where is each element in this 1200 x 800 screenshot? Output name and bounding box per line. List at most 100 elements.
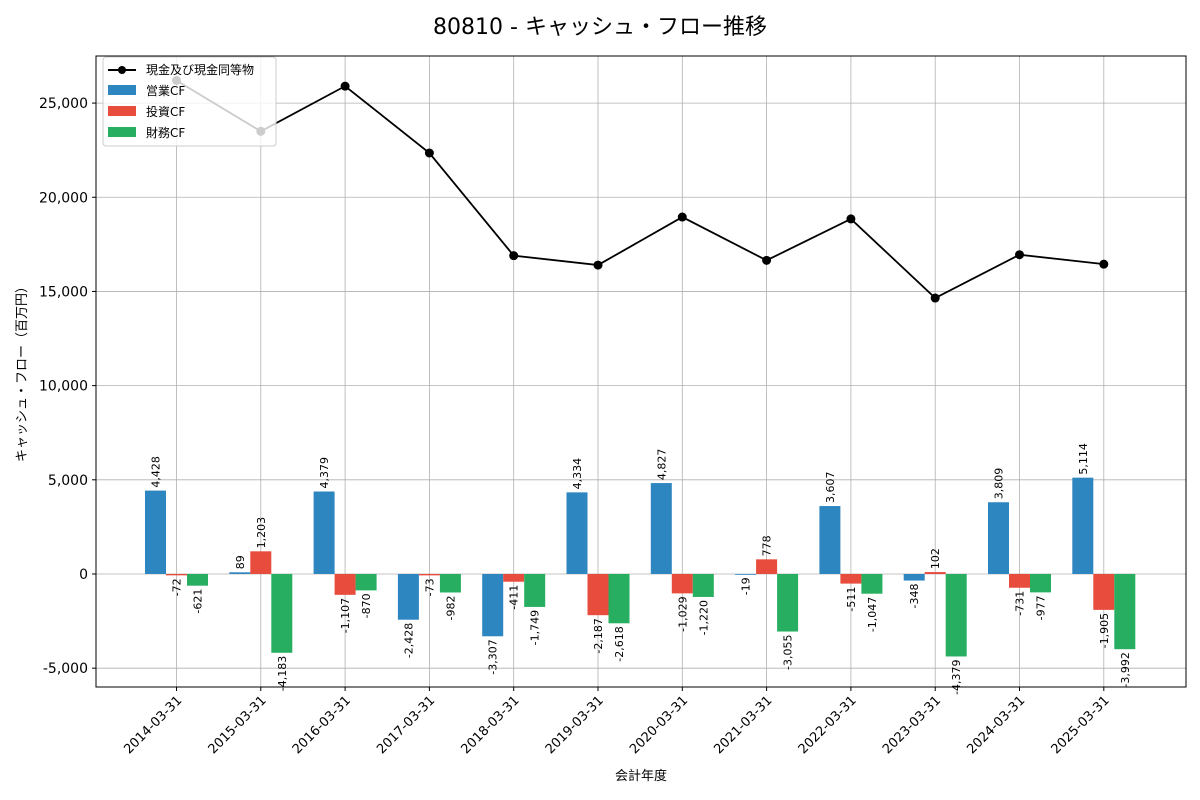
bar-data-label: 4,827 — [655, 449, 668, 481]
bar-data-label: 778 — [761, 535, 774, 556]
bar-data-labels: 4,428 89 4,379 -2,428 -3,307 4,334 4,827 -19 3,6… — [150, 443, 1132, 695]
investing-cf-bar — [1009, 573, 1030, 588]
y-axis-ticks: -5,000 0 5,000 10,000 15,000 20,000 25,000 — [39, 96, 96, 677]
legend-line-marker — [118, 66, 126, 74]
bar-data-label: -1,220 — [697, 600, 710, 635]
plot-frame — [95, 55, 1187, 688]
financing-cf-bar — [861, 573, 883, 594]
investing-cf-bar — [671, 573, 693, 594]
financing-cf-bar — [1114, 573, 1136, 650]
cash-line-point — [424, 148, 434, 158]
bar-data-label: -348 — [908, 584, 921, 609]
bar-series — [145, 477, 1136, 657]
operating-cf-bar — [735, 573, 757, 575]
investing-cf-bar — [166, 573, 187, 576]
bar-data-label: -1,029 — [676, 596, 689, 631]
bar-data-label: -621 — [192, 589, 205, 614]
bar-data-label: 5,114 — [1077, 443, 1090, 475]
financing-cf-bar — [271, 573, 293, 653]
bar-data-label: -2,428 — [402, 623, 415, 658]
bar-data-label: 1,203 — [255, 517, 268, 549]
cash-line-point — [846, 214, 856, 224]
y-tick-label: 25,000 — [39, 96, 88, 112]
cash-line-point — [593, 260, 603, 270]
bar-data-label: -1,047 — [866, 597, 879, 632]
bar-data-label: -2,618 — [613, 626, 626, 661]
bar-data-label: -3,307 — [487, 639, 500, 674]
bar-data-label: 3,607 — [824, 472, 837, 504]
y-tick-label: 15,000 — [39, 284, 88, 300]
bar-data-label: -2,187 — [592, 618, 605, 653]
cash-line-point — [1015, 250, 1024, 260]
cash-line-point — [1099, 259, 1109, 269]
financing-cf-bar — [945, 573, 967, 657]
operating-cf-bar — [229, 572, 251, 574]
y-tick-label: 20,000 — [39, 190, 88, 206]
cash-line-point — [509, 251, 519, 261]
investing-cf-bar — [924, 572, 946, 574]
bar-data-label: -982 — [444, 595, 457, 620]
y-axis-label: キャッシュ・フロー（百万円） — [15, 280, 30, 462]
bar-data-label: 4,428 — [150, 456, 163, 488]
legend: 現金及び現金同等物 営業CF 投資CF 財務CF — [102, 56, 277, 147]
bar-data-label: -4,183 — [276, 656, 289, 691]
bar-data-label: 4,379 — [318, 457, 331, 489]
investing-cf-bar — [334, 573, 356, 595]
x-axis-label: 会計年度 — [615, 768, 667, 784]
legend-swatch-investing — [108, 106, 136, 116]
bar-data-label: -1,905 — [1098, 613, 1111, 648]
investing-cf-bar — [503, 573, 525, 582]
bar-data-label: -73 — [423, 578, 436, 596]
bar-data-label: -977 — [1035, 595, 1048, 620]
operating-cf-bar — [903, 573, 925, 581]
y-tick-label: -5,000 — [43, 661, 88, 677]
operating-cf-bar — [482, 573, 504, 637]
bar-data-label: -411 — [508, 585, 521, 610]
operating-cf-bar — [650, 483, 672, 574]
bar-data-label: 89 — [234, 555, 247, 569]
operating-cf-bar — [145, 490, 166, 574]
operating-cf-bar — [819, 506, 841, 574]
cash-line-point — [677, 212, 687, 222]
y-tick-label: 5,000 — [48, 473, 88, 489]
bar-data-label: -3,055 — [782, 635, 795, 670]
financing-cf-bar — [355, 573, 377, 591]
financing-cf-bar — [524, 573, 546, 607]
investing-cf-bar — [756, 559, 778, 574]
operating-cf-bar — [566, 492, 588, 574]
financing-cf-bar — [608, 573, 630, 624]
financing-cf-bar — [439, 573, 461, 593]
chart-title: 80810 - キャッシュ・フロー推移 — [433, 15, 767, 40]
legend-swatch-operating — [108, 85, 136, 95]
legend-label-operating: 営業CF — [146, 84, 185, 98]
operating-cf-bar — [1072, 477, 1094, 574]
investing-cf-bar — [1093, 573, 1115, 610]
bar-data-label: -3,992 — [1119, 652, 1132, 687]
investing-cf-bar — [250, 551, 272, 574]
investing-cf-bar — [587, 573, 609, 616]
bar-data-label: 3,809 — [993, 468, 1006, 500]
bar-data-label: -19 — [740, 577, 753, 595]
bar-data-label: -870 — [360, 593, 373, 618]
financing-cf-bar — [777, 573, 799, 632]
investing-cf-bar — [418, 573, 440, 576]
bar-data-label: 4,334 — [571, 458, 584, 490]
legend-box — [102, 56, 277, 147]
y-tick-label: 10,000 — [39, 379, 88, 395]
cash-line-point — [762, 255, 772, 265]
bar-data-label: -1,749 — [529, 610, 542, 645]
legend-swatch-financing — [108, 127, 136, 137]
financing-cf-bar — [1030, 573, 1051, 593]
bar-data-label: -731 — [1014, 591, 1027, 616]
bar-data-label: -511 — [845, 587, 858, 612]
investing-cf-bar — [840, 573, 862, 584]
cash-line-point — [340, 81, 350, 91]
operating-cf-bar — [313, 491, 335, 574]
cash-line — [176, 79, 1104, 300]
legend-label-investing: 投資CF — [146, 104, 185, 119]
bar-data-label: -1,107 — [339, 598, 352, 633]
financing-cf-bar — [692, 573, 714, 597]
legend-label-financing: 財務CF — [146, 125, 185, 140]
bar-data-label: 102 — [929, 548, 942, 569]
